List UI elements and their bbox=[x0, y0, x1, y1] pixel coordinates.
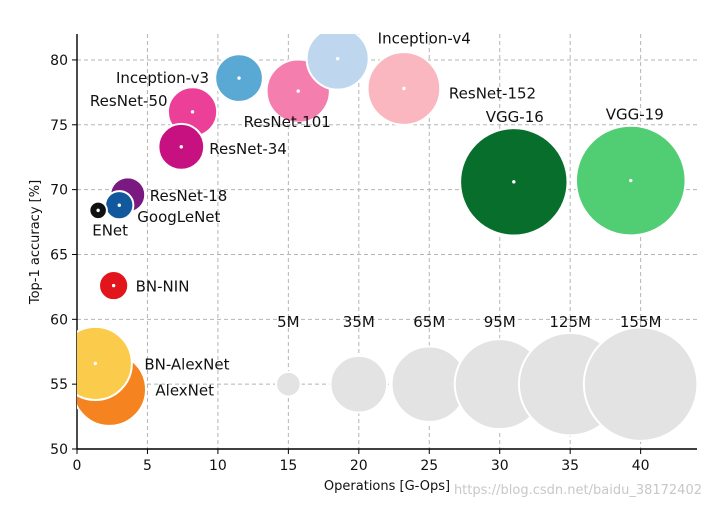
bubble-center-dot bbox=[237, 76, 241, 80]
size-legend-bubble bbox=[329, 354, 389, 414]
bubble-center-dot bbox=[111, 283, 116, 288]
bubble-center-dot bbox=[402, 86, 406, 91]
label-googlenet: GoogLeNet bbox=[137, 208, 220, 226]
x-tick-label: 0 bbox=[73, 458, 82, 474]
label-alexnet: AlexNet bbox=[155, 381, 214, 399]
bubble-center-dot bbox=[179, 145, 183, 149]
label-bn-nin: BN-NIN bbox=[136, 278, 190, 296]
label-inception-v4: Inception-v4 bbox=[378, 30, 471, 48]
size-legend-bubble bbox=[582, 326, 697, 442]
size-legend-label: 5M bbox=[277, 313, 300, 331]
label-resnet-101: ResNet-101 bbox=[244, 113, 331, 131]
size-legend-label: 95M bbox=[484, 313, 516, 331]
x-tick-label: 35 bbox=[561, 458, 579, 474]
watermark: https://blog.csdn.net/baidu_38172402 bbox=[454, 483, 702, 498]
x-tick-label: 15 bbox=[279, 458, 297, 474]
x-tick-labels: 0 5 10 15 20 25 30 35 40 bbox=[73, 458, 650, 474]
size-legend-bubble bbox=[275, 370, 302, 398]
y-tick-label: 60 bbox=[50, 312, 68, 328]
x-tick-label: 5 bbox=[143, 458, 152, 474]
size-legend bbox=[275, 326, 697, 442]
x-tick-label: 20 bbox=[350, 458, 368, 474]
label-inception-v3: Inception-v3 bbox=[116, 69, 209, 87]
y-axis-title: Top-1 accuracy [%] bbox=[28, 180, 43, 305]
y-tick-label: 50 bbox=[50, 442, 68, 458]
bubble-center-dot bbox=[296, 89, 300, 93]
label-enet: ENet bbox=[92, 221, 128, 239]
bubble-bn-alexnet bbox=[77, 325, 133, 401]
y-tick-label: 55 bbox=[50, 377, 68, 393]
bubble-inception-v4 bbox=[305, 34, 370, 91]
size-legend-label: 35M bbox=[343, 313, 375, 331]
y-tick-label: 65 bbox=[50, 247, 68, 263]
bubble-center-dot bbox=[190, 110, 195, 114]
x-tick-label: 40 bbox=[632, 458, 650, 474]
size-legend-label: 65M bbox=[413, 313, 445, 331]
x-axis-title: Operations [G-Ops] bbox=[324, 479, 450, 494]
label-resnet-18: ResNet-18 bbox=[150, 187, 228, 205]
data-bubbles bbox=[77, 34, 687, 427]
bubble-center-dot bbox=[117, 203, 121, 207]
x-tick-label: 10 bbox=[209, 458, 227, 474]
bubble-center-dot bbox=[93, 361, 98, 366]
bubble-center-dot bbox=[629, 178, 633, 183]
y-tick-label: 80 bbox=[50, 53, 68, 69]
label-vgg-19: VGG-19 bbox=[606, 106, 664, 124]
x-tick-label: 25 bbox=[420, 458, 438, 474]
label-bn-alexnet: BN-AlexNet bbox=[144, 355, 229, 373]
label-resnet-50: ResNet-50 bbox=[90, 92, 168, 110]
x-tick-label: 30 bbox=[491, 458, 509, 474]
size-legend-label: 125M bbox=[549, 313, 591, 331]
bubble-center-dot bbox=[96, 208, 100, 213]
y-tick-label: 70 bbox=[50, 183, 68, 199]
bubble-center-dot bbox=[335, 56, 340, 61]
label-resnet-34: ResNet-34 bbox=[209, 140, 287, 158]
y-tick-labels: 50 55 60 65 70 75 80 bbox=[50, 53, 68, 458]
point-labels: 5M 35M 65M 95M 125M 155M AlexNet BN-AlexNet BN-N… bbox=[90, 30, 664, 400]
label-resnet-152: ResNet-152 bbox=[449, 84, 536, 102]
size-legend-label: 155M bbox=[620, 313, 662, 331]
label-vgg-16: VGG-16 bbox=[486, 108, 544, 126]
bubble-center-dot bbox=[512, 180, 516, 184]
y-tick-label: 75 bbox=[50, 118, 68, 134]
